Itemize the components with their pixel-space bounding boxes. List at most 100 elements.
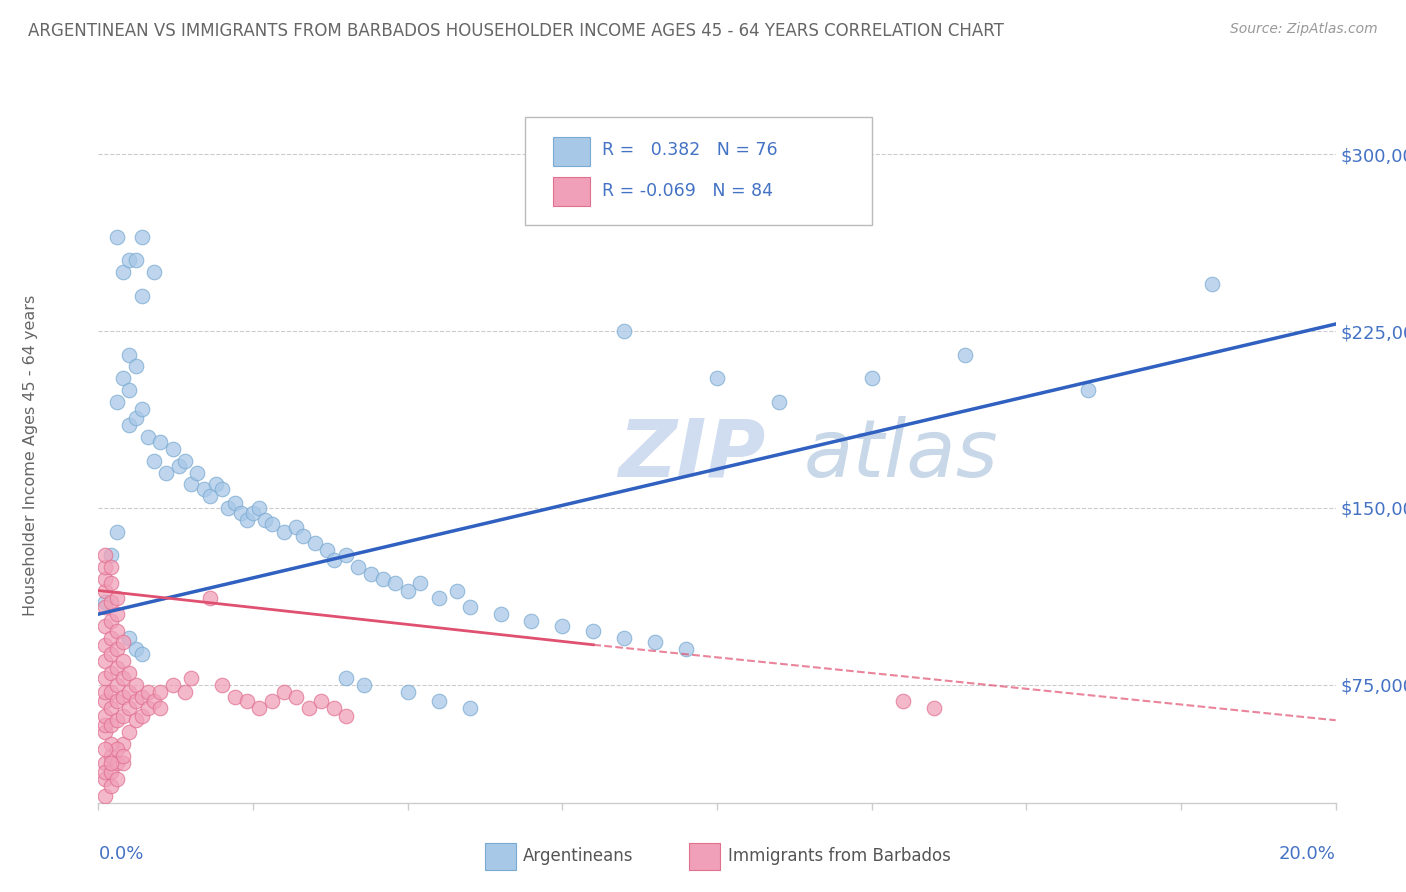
- Point: [124, 359, 146, 374]
- Point: [217, 500, 239, 515]
- Point: [162, 678, 184, 692]
- Point: [105, 694, 128, 708]
- Point: [124, 713, 146, 727]
- Point: [298, 701, 321, 715]
- Point: [143, 694, 166, 708]
- Point: [112, 690, 135, 704]
- Point: [335, 671, 357, 685]
- Point: [205, 477, 228, 491]
- Point: [304, 536, 326, 550]
- Point: [149, 434, 172, 449]
- Point: [322, 701, 344, 715]
- Point: [198, 489, 221, 503]
- Point: [247, 500, 270, 515]
- Point: [105, 624, 128, 638]
- Point: [105, 678, 128, 692]
- Point: [155, 466, 177, 480]
- Point: [198, 591, 221, 605]
- Point: [100, 647, 122, 661]
- Point: [891, 694, 914, 708]
- Point: [162, 442, 184, 456]
- Point: [100, 576, 122, 591]
- Point: [396, 583, 419, 598]
- Point: [100, 614, 122, 628]
- Point: [118, 631, 141, 645]
- Point: [229, 506, 252, 520]
- Point: [93, 654, 115, 668]
- Point: [371, 572, 394, 586]
- Point: [953, 348, 976, 362]
- Point: [124, 411, 146, 425]
- Point: [768, 395, 790, 409]
- Point: [285, 520, 308, 534]
- Point: [675, 642, 697, 657]
- Point: [167, 458, 190, 473]
- Point: [100, 548, 122, 562]
- Point: [112, 708, 135, 723]
- Point: [105, 229, 128, 244]
- Point: [613, 631, 636, 645]
- Point: [118, 348, 141, 362]
- Point: [112, 748, 135, 763]
- Point: [112, 635, 135, 649]
- Point: [236, 513, 259, 527]
- Point: [236, 694, 259, 708]
- Point: [520, 614, 543, 628]
- Point: [860, 371, 883, 385]
- Point: [260, 517, 283, 532]
- Point: [93, 619, 115, 633]
- Point: [112, 654, 135, 668]
- FancyBboxPatch shape: [526, 118, 872, 226]
- Point: [360, 567, 382, 582]
- Point: [105, 524, 128, 539]
- Point: [149, 701, 172, 715]
- Point: [174, 454, 197, 468]
- FancyBboxPatch shape: [553, 177, 589, 206]
- Point: [224, 496, 246, 510]
- Point: [136, 701, 159, 715]
- Point: [105, 772, 128, 787]
- Point: [93, 671, 115, 685]
- Point: [644, 635, 666, 649]
- Point: [112, 737, 135, 751]
- Point: [105, 713, 128, 727]
- Point: [93, 765, 115, 780]
- Point: [131, 289, 153, 303]
- Point: [193, 482, 215, 496]
- Point: [353, 678, 375, 692]
- Text: R = -0.069   N = 84: R = -0.069 N = 84: [602, 182, 773, 200]
- Text: Householder Income Ages 45 - 64 years: Householder Income Ages 45 - 64 years: [22, 294, 38, 615]
- Point: [143, 265, 166, 279]
- Point: [124, 678, 146, 692]
- Point: [100, 666, 122, 681]
- Point: [131, 647, 153, 661]
- Point: [124, 642, 146, 657]
- Point: [149, 685, 172, 699]
- Point: [446, 583, 468, 598]
- Point: [322, 553, 344, 567]
- Point: [118, 725, 141, 739]
- Point: [105, 395, 128, 409]
- Point: [1077, 383, 1099, 397]
- Point: [93, 718, 115, 732]
- Point: [105, 607, 128, 621]
- Point: [309, 694, 332, 708]
- Point: [100, 718, 122, 732]
- Point: [93, 741, 115, 756]
- Point: [112, 371, 135, 385]
- Point: [260, 694, 283, 708]
- Point: [273, 685, 295, 699]
- Text: 20.0%: 20.0%: [1279, 845, 1336, 863]
- Point: [93, 772, 115, 787]
- Point: [100, 685, 122, 699]
- Point: [100, 756, 122, 770]
- Point: [93, 685, 115, 699]
- Point: [706, 371, 728, 385]
- Point: [613, 324, 636, 338]
- Point: [105, 591, 128, 605]
- Point: [384, 576, 406, 591]
- Point: [489, 607, 512, 621]
- Point: [582, 624, 605, 638]
- Point: [100, 631, 122, 645]
- Point: [93, 548, 115, 562]
